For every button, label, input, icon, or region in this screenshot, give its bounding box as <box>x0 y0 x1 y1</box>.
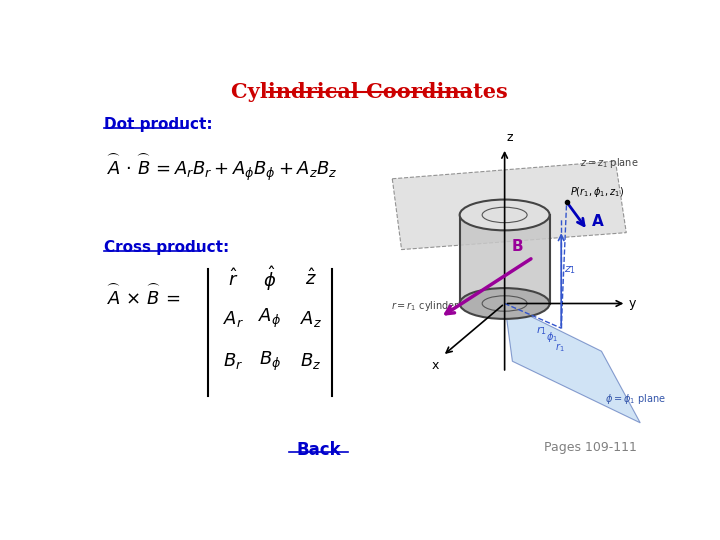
Text: x: x <box>431 359 438 372</box>
Text: O: O <box>508 305 517 315</box>
Text: $\hat{\phi}$: $\hat{\phi}$ <box>263 265 276 293</box>
Text: $\hat{z}$: $\hat{z}$ <box>305 268 317 289</box>
Text: $\phi = \phi_1$ plane: $\phi = \phi_1$ plane <box>606 392 667 406</box>
Polygon shape <box>505 303 640 423</box>
Text: $\overset{\frown}{A} \cdot \overset{\frown}{B} = A_r B_r + A_\phi B_\phi + A_z B: $\overset{\frown}{A} \cdot \overset{\fro… <box>104 151 338 183</box>
Ellipse shape <box>459 200 549 231</box>
Text: $\phi_1$: $\phi_1$ <box>546 330 558 345</box>
Text: $A_z$: $A_z$ <box>300 309 322 329</box>
Text: Back: Back <box>297 441 341 458</box>
Text: B: B <box>512 239 523 254</box>
Ellipse shape <box>459 288 549 319</box>
Polygon shape <box>392 161 626 249</box>
Text: z: z <box>507 131 513 144</box>
Text: Cross product:: Cross product: <box>104 240 229 255</box>
Text: $\overset{\frown}{A} \times \overset{\frown}{B} =$: $\overset{\frown}{A} \times \overset{\fr… <box>104 283 180 308</box>
Bar <box>459 215 549 303</box>
Text: Cylindrical Coordinates: Cylindrical Coordinates <box>230 82 508 102</box>
Text: Dot product:: Dot product: <box>104 117 212 132</box>
Text: $z_1$: $z_1$ <box>564 265 577 276</box>
Text: $z = z_1$ plane: $z = z_1$ plane <box>580 157 639 171</box>
Text: $B_z$: $B_z$ <box>300 351 321 372</box>
Text: $r_1$: $r_1$ <box>536 324 546 336</box>
Text: $A_\phi$: $A_\phi$ <box>258 307 282 330</box>
Text: $B_r$: $B_r$ <box>223 351 243 372</box>
Text: $P(r_1,\phi_1,z_1)$: $P(r_1,\phi_1,z_1)$ <box>570 185 624 199</box>
Text: $B_\phi$: $B_\phi$ <box>258 350 281 373</box>
Text: Pages 109-111: Pages 109-111 <box>544 441 636 454</box>
Text: A: A <box>591 214 603 230</box>
Text: $r = r_1$ cylinder: $r = r_1$ cylinder <box>391 299 459 313</box>
Text: $\hat{r}$: $\hat{r}$ <box>228 268 238 290</box>
Text: $r_1$: $r_1$ <box>555 341 564 354</box>
Text: y: y <box>629 297 636 310</box>
Text: $A_r$: $A_r$ <box>222 309 244 329</box>
